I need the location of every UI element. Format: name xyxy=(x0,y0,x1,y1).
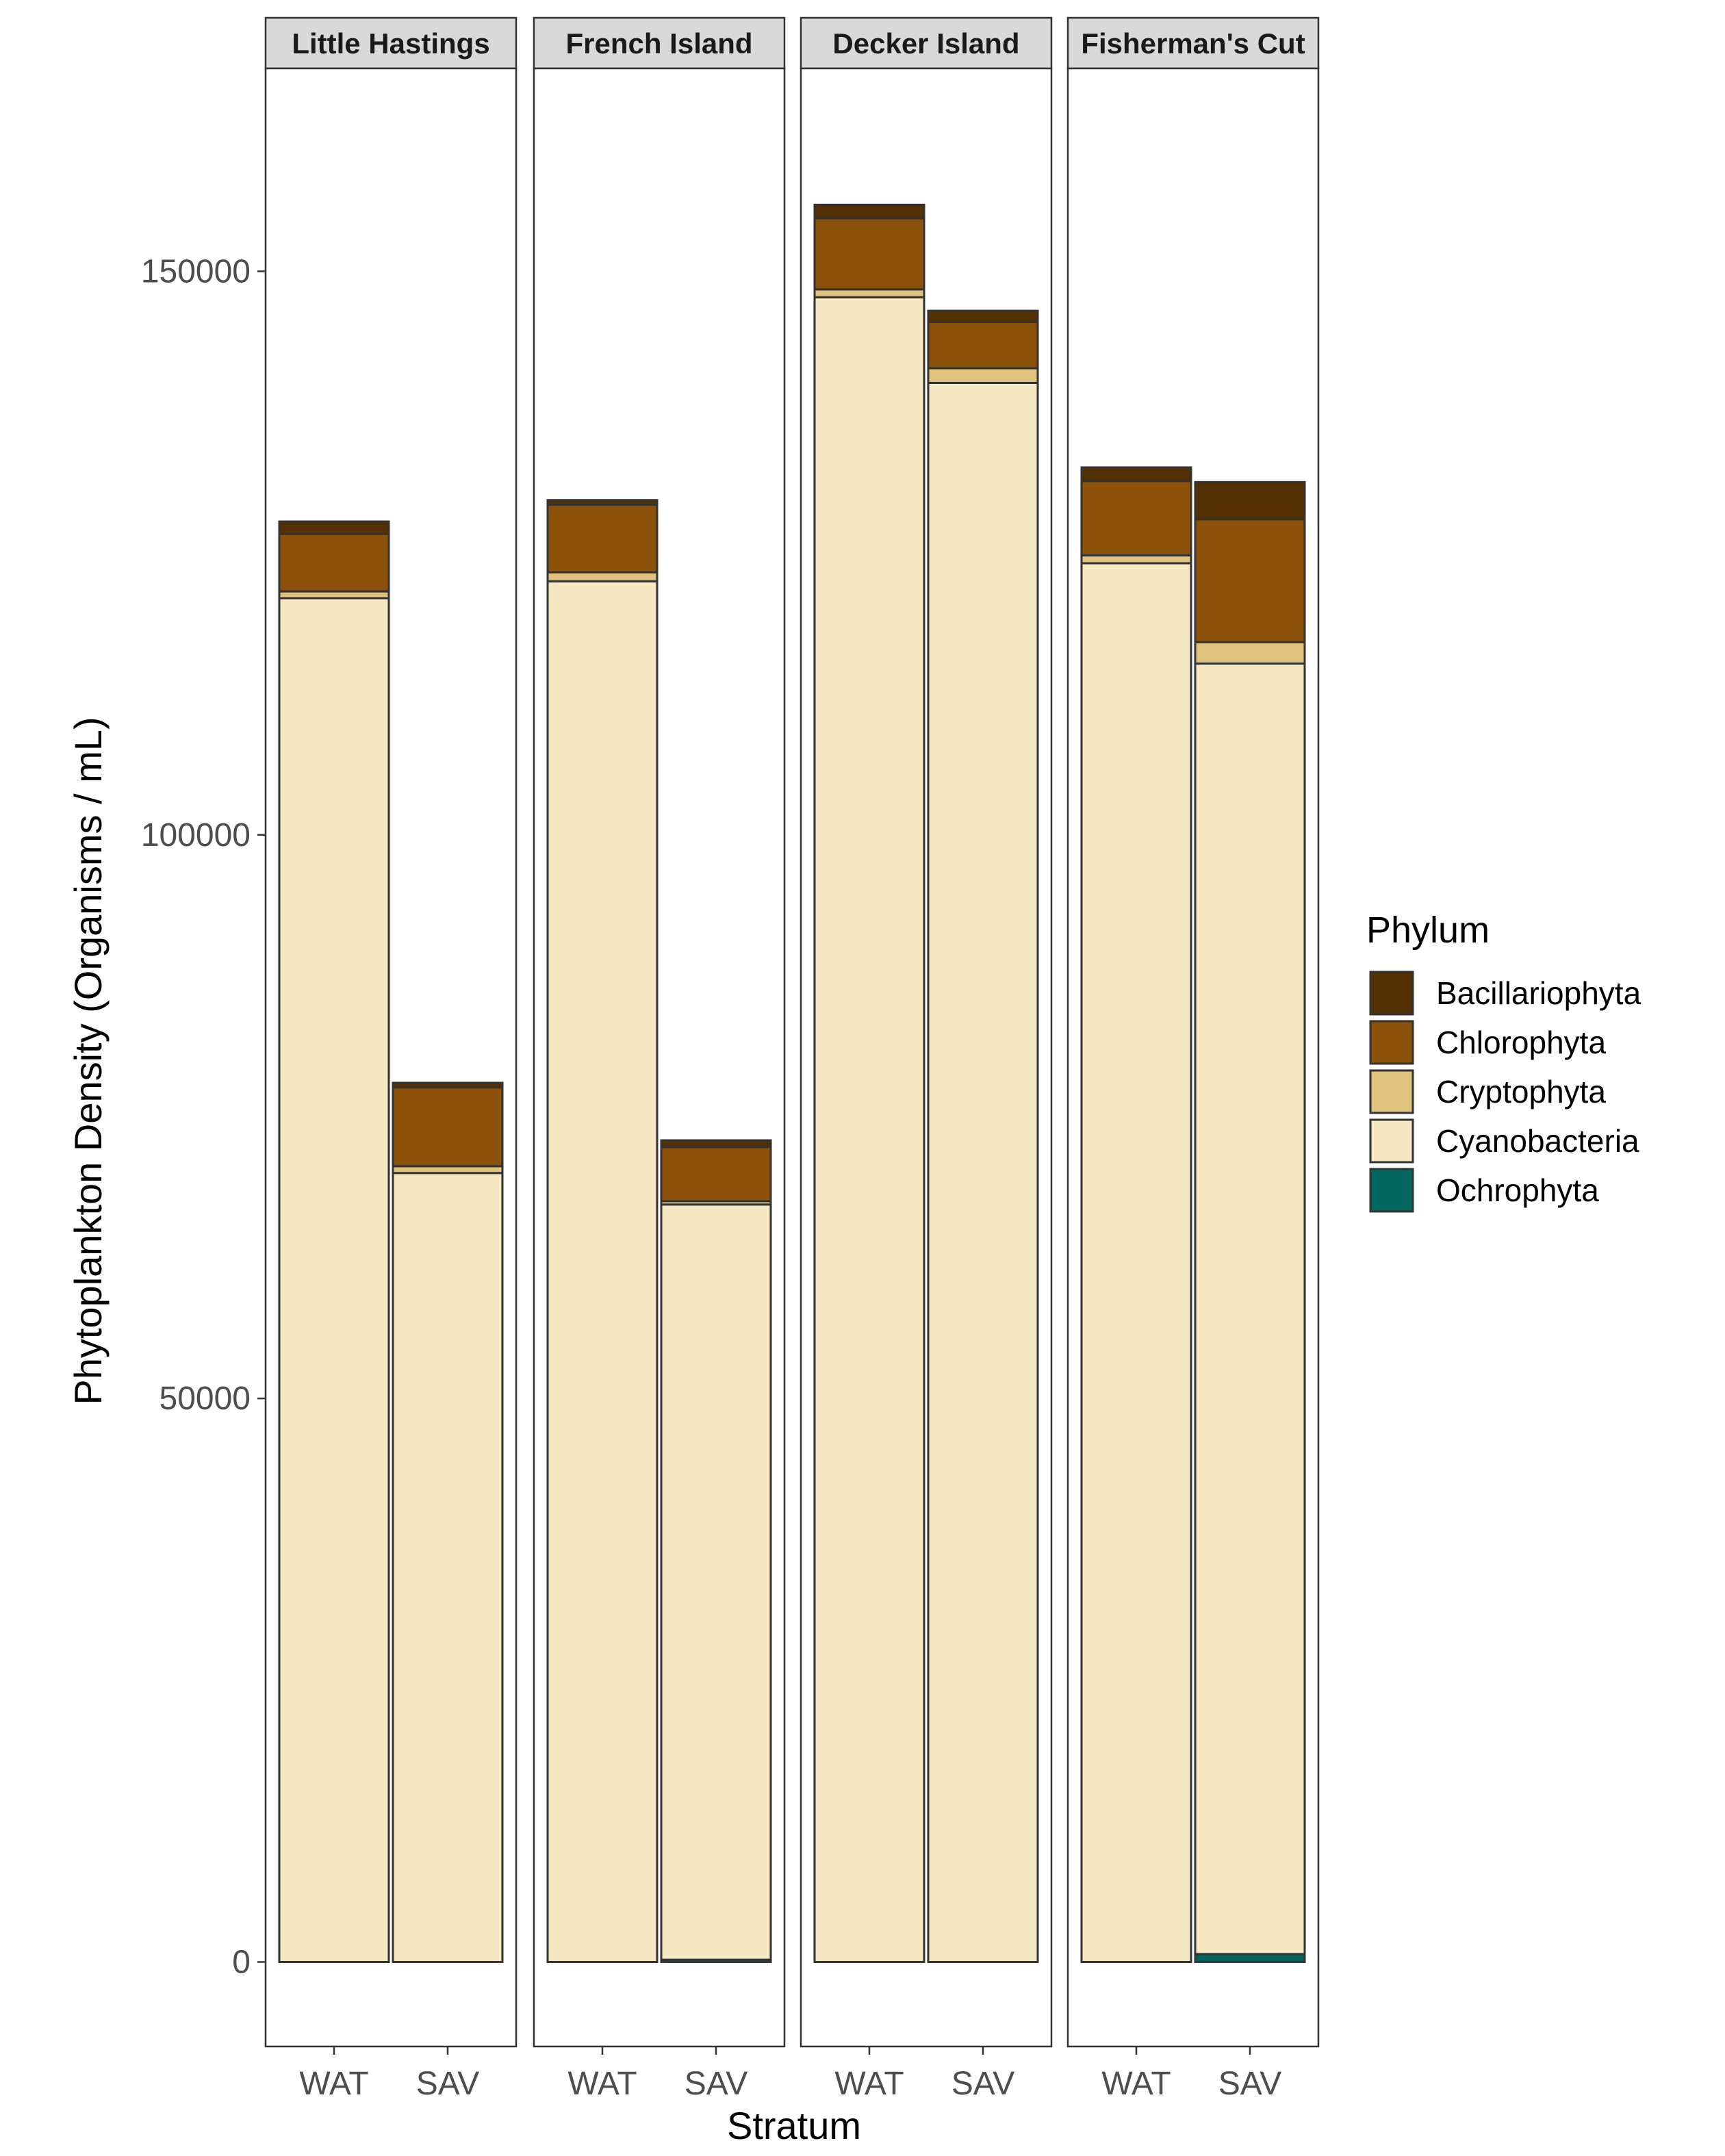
x-tick-label: WAT xyxy=(834,2066,904,2102)
legend-item-chlorophyta: Chlorophyta xyxy=(1369,1020,1606,1065)
facet-panels: Little Hastings WAT SAV French Island WAT SAV… xyxy=(264,16,1320,2102)
y-tick-label: 100000 xyxy=(141,817,251,854)
bar-segment-chlorophyta xyxy=(1080,480,1192,556)
bar-segment-chlorophyta xyxy=(1194,518,1306,643)
facet-panel-fisherman-s-cut: Fisherman's Cut WAT SAV xyxy=(1066,16,1320,2102)
bar-segment-cyanobacteria xyxy=(660,1203,772,1961)
bar-segment-chlorophyta xyxy=(813,217,925,291)
panel-border xyxy=(1066,67,1320,2048)
legend-label: Cyanobacteria xyxy=(1436,1123,1639,1159)
x-tick-label: SAV xyxy=(951,2066,1014,2102)
legend-swatch xyxy=(1369,1020,1414,1065)
legend-label: Cryptophyta xyxy=(1436,1074,1606,1109)
facet-strip xyxy=(533,16,786,70)
legend-item-bacillariophyta: Bacillariophyta xyxy=(1369,971,1641,1016)
bar-segment-cyanobacteria xyxy=(546,580,659,1963)
legend-swatch xyxy=(1369,1118,1414,1164)
y-axis-title: Phytoplankton Density (Organisms / mL) xyxy=(66,717,110,1404)
legend-item-ochrophyta: Ochrophyta xyxy=(1369,1168,1599,1213)
facet-strip xyxy=(1066,16,1320,70)
facet-panel-decker-island: Decker Island WAT SAV xyxy=(800,16,1053,2102)
bar-segment-bacillariophyta xyxy=(278,520,390,535)
y-tick-label: 150000 xyxy=(141,253,251,290)
legend-item-cyanobacteria: Cyanobacteria xyxy=(1369,1118,1639,1164)
legend-label: Chlorophyta xyxy=(1436,1025,1606,1060)
legend-label: Bacillariophyta xyxy=(1436,975,1641,1011)
bar-segment-bacillariophyta xyxy=(927,309,1039,324)
legend: Phylum Bacillariophyta Chlorophyta Cryptop… xyxy=(1366,910,1641,1213)
bar-segment-ochrophyta xyxy=(1194,1953,1306,1963)
facet-strip-label: French Island xyxy=(565,27,752,60)
facet-panel-little-hastings: Little Hastings WAT SAV xyxy=(264,16,518,2102)
bar-segment-chlorophyta xyxy=(546,503,659,574)
facet-panel-french-island: French Island WAT SAV xyxy=(533,16,786,2102)
facet-strip-label: Little Hastings xyxy=(292,27,489,60)
bar-segment-cryptophyta xyxy=(813,288,925,298)
x-tick-label: SAV xyxy=(416,2066,479,2102)
bar-segment-cyanobacteria xyxy=(1080,562,1192,1963)
bar-segment-cyanobacteria xyxy=(278,597,390,1963)
facet-strip-label: Decker Island xyxy=(832,27,1019,60)
bar-segment-chlorophyta xyxy=(660,1146,772,1203)
legend-swatch xyxy=(1369,971,1414,1016)
y-axis: 0 50000 100000 150000 xyxy=(141,253,266,1980)
x-tick-label: WAT xyxy=(299,2066,368,2102)
facet-strip xyxy=(800,16,1053,70)
bar-segment-bacillariophyta xyxy=(813,203,925,220)
bar-segment-cryptophyta xyxy=(927,367,1039,384)
x-tick-label: SAV xyxy=(685,2066,748,2102)
facet-strip-label: Fisherman's Cut xyxy=(1081,27,1305,60)
legend-swatch xyxy=(1369,1168,1414,1213)
legend-item-cryptophyta: Cryptophyta xyxy=(1369,1069,1606,1114)
bar-segment-cyanobacteria xyxy=(1194,662,1306,1955)
bar-segment-cyanobacteria xyxy=(813,296,925,1963)
bar-segment-cryptophyta xyxy=(1080,554,1192,565)
legend-swatch xyxy=(1369,1069,1414,1114)
panel-border xyxy=(800,67,1053,2048)
bar-segment-bacillariophyta xyxy=(392,1081,504,1089)
x-tick-label: WAT xyxy=(567,2066,637,2102)
panel-border xyxy=(533,67,786,2048)
bar-segment-bacillariophyta xyxy=(660,1139,772,1148)
y-tick-label: 0 xyxy=(232,1944,251,1980)
bar-segment-bacillariophyta xyxy=(1080,466,1192,483)
bar-segment-chlorophyta xyxy=(392,1086,504,1168)
bar-segment-cyanobacteria xyxy=(392,1172,504,1963)
x-tick-label: WAT xyxy=(1101,2066,1171,2102)
x-tick-label: SAV xyxy=(1218,2066,1281,2102)
bar-segment-cryptophyta xyxy=(546,571,659,582)
bar-segment-chlorophyta xyxy=(278,532,390,593)
facet-strip xyxy=(264,16,518,70)
bar-segment-cyanobacteria xyxy=(927,381,1039,1963)
panel-border xyxy=(264,67,518,2048)
legend-label: Ochrophyta xyxy=(1436,1172,1599,1208)
bar-segment-chlorophyta xyxy=(927,321,1039,370)
bar-segment-bacillariophyta xyxy=(546,499,659,506)
y-tick-label: 50000 xyxy=(159,1381,251,1417)
bar-segment-bacillariophyta xyxy=(1194,480,1306,521)
legend-title: Phylum xyxy=(1366,910,1490,951)
x-axis-title: Stratum xyxy=(727,2104,861,2147)
bar-segment-cryptophyta xyxy=(1194,641,1306,665)
